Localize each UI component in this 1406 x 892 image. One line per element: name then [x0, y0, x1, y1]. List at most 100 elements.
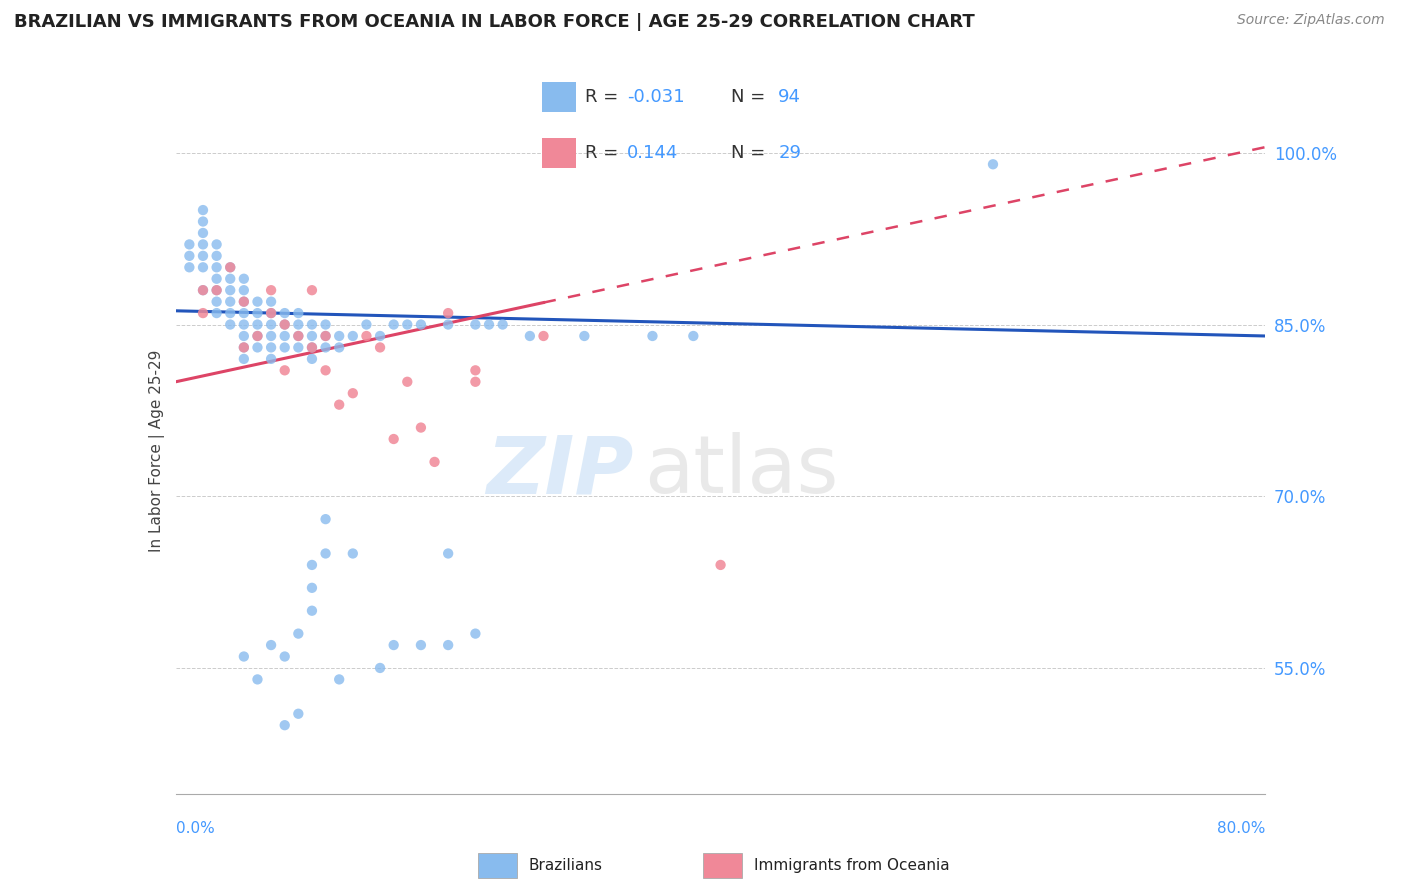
Point — [232, 306, 254, 320]
Point — [301, 329, 323, 343]
Point — [260, 318, 283, 332]
Point — [464, 318, 486, 332]
Point — [682, 329, 704, 343]
Point — [396, 318, 419, 332]
Text: 29: 29 — [779, 145, 801, 162]
Point — [191, 283, 214, 297]
Point — [219, 306, 242, 320]
Point — [246, 329, 269, 343]
Text: -0.031: -0.031 — [627, 88, 685, 106]
Point — [179, 237, 201, 252]
Point — [356, 318, 378, 332]
Point — [533, 329, 555, 343]
Point — [315, 318, 337, 332]
Point — [315, 546, 337, 560]
Point — [205, 294, 228, 309]
Point — [232, 294, 254, 309]
Point — [301, 604, 323, 618]
Point — [260, 351, 283, 366]
Point — [574, 329, 596, 343]
Point — [191, 214, 214, 228]
Point — [232, 351, 254, 366]
Point — [287, 340, 309, 354]
FancyBboxPatch shape — [543, 138, 575, 168]
Point — [382, 432, 405, 446]
FancyBboxPatch shape — [543, 82, 575, 112]
Point — [409, 420, 432, 434]
Point — [191, 306, 214, 320]
Point — [301, 558, 323, 572]
Point — [246, 318, 269, 332]
Point — [368, 329, 391, 343]
Point — [710, 558, 733, 572]
Point — [423, 455, 446, 469]
Point — [287, 306, 309, 320]
Point — [232, 340, 254, 354]
Point — [179, 249, 201, 263]
Point — [205, 249, 228, 263]
Point — [287, 329, 309, 343]
Point — [246, 306, 269, 320]
Text: BRAZILIAN VS IMMIGRANTS FROM OCEANIA IN LABOR FORCE | AGE 25-29 CORRELATION CHAR: BRAZILIAN VS IMMIGRANTS FROM OCEANIA IN … — [14, 13, 974, 31]
Point — [328, 329, 350, 343]
Point — [315, 329, 337, 343]
Point — [205, 271, 228, 285]
Point — [641, 329, 664, 343]
Point — [981, 157, 1004, 171]
Point — [232, 340, 254, 354]
Text: R =: R = — [585, 88, 624, 106]
Text: 0.144: 0.144 — [627, 145, 678, 162]
Point — [464, 375, 486, 389]
Point — [328, 340, 350, 354]
Point — [205, 283, 228, 297]
Point — [232, 318, 254, 332]
Point — [232, 271, 254, 285]
Point — [274, 363, 297, 377]
Point — [246, 294, 269, 309]
Point — [356, 329, 378, 343]
Point — [274, 318, 297, 332]
Point — [274, 318, 297, 332]
Point — [205, 260, 228, 275]
Point — [260, 340, 283, 354]
Point — [519, 329, 541, 343]
Point — [478, 318, 501, 332]
Text: 80.0%: 80.0% — [1218, 822, 1265, 837]
Point — [328, 398, 350, 412]
Text: 0.0%: 0.0% — [176, 822, 215, 837]
Point — [382, 638, 405, 652]
Point — [301, 581, 323, 595]
Point — [191, 226, 214, 240]
Point — [219, 260, 242, 275]
Point — [301, 351, 323, 366]
Point — [260, 306, 283, 320]
Point — [274, 329, 297, 343]
Point — [437, 306, 460, 320]
Text: Source: ZipAtlas.com: Source: ZipAtlas.com — [1237, 13, 1385, 28]
Point — [437, 638, 460, 652]
Point — [382, 318, 405, 332]
Point — [205, 283, 228, 297]
Point — [219, 260, 242, 275]
Point — [342, 386, 364, 401]
Point — [179, 260, 201, 275]
Point — [315, 340, 337, 354]
Text: N =: N = — [731, 145, 770, 162]
Point — [246, 673, 269, 687]
Point — [342, 329, 364, 343]
Point — [260, 638, 283, 652]
Point — [409, 638, 432, 652]
Point — [191, 260, 214, 275]
Point — [260, 294, 283, 309]
Point — [232, 649, 254, 664]
Point — [191, 283, 214, 297]
Point — [315, 329, 337, 343]
Point — [301, 283, 323, 297]
Point — [287, 626, 309, 640]
Point — [409, 318, 432, 332]
Point — [437, 318, 460, 332]
Point — [232, 283, 254, 297]
FancyBboxPatch shape — [478, 853, 517, 878]
Point — [246, 329, 269, 343]
Point — [260, 283, 283, 297]
